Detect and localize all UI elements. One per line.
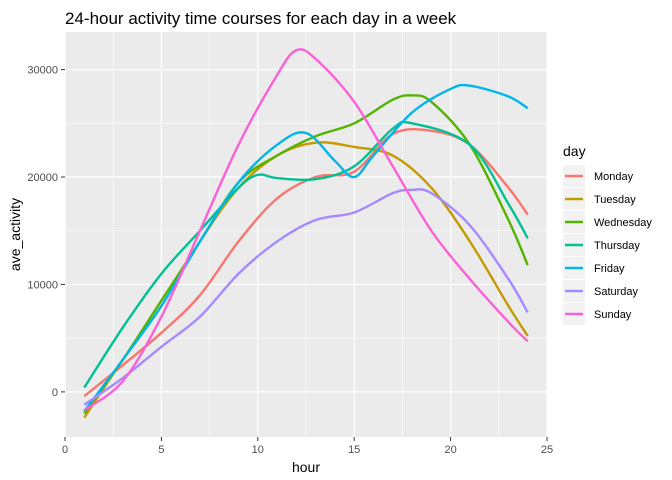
series-lines [83, 48, 529, 419]
x-tick-label: 10 [252, 444, 264, 456]
legend-title: day [563, 143, 586, 159]
legend-label-sunday: Sunday [594, 309, 632, 321]
y-tick-label: 20000 [27, 172, 58, 184]
x-axis: 0 5 10 15 20 25 [62, 437, 553, 456]
legend: day Monday Tuesday Wednesday Thursday Friday… [563, 143, 652, 325]
y-axis: 0 10000 20000 30000 [27, 65, 65, 399]
x-tick-label: 5 [158, 444, 164, 456]
legend-label-friday: Friday [594, 263, 625, 275]
y-axis-title: ave_activity [7, 198, 23, 271]
legend-label-saturday: Saturday [594, 286, 639, 298]
series-line-sunday [83, 48, 529, 412]
x-tick-label: 20 [444, 444, 456, 456]
y-tick-label: 0 [52, 387, 58, 399]
minor-gridlines [65, 32, 547, 437]
series-line-friday [83, 83, 529, 412]
chart-title: 24-hour activity time courses for each d… [65, 9, 457, 28]
series-line-thursday [83, 120, 529, 389]
y-tick-label: 10000 [27, 279, 58, 291]
legend-label-wednesday: Wednesday [594, 217, 652, 229]
x-axis-title: hour [292, 459, 320, 475]
major-gridlines [64, 32, 548, 437]
legend-label-thursday: Thursday [594, 240, 640, 252]
x-tick-label: 25 [541, 444, 553, 456]
series-line-saturday [83, 188, 529, 406]
legend-label-monday: Monday [594, 171, 634, 183]
x-tick-label: 15 [348, 444, 360, 456]
legend-label-tuesday: Tuesday [594, 194, 636, 206]
y-tick-label: 30000 [27, 65, 58, 77]
x-tick-label: 0 [62, 444, 68, 456]
